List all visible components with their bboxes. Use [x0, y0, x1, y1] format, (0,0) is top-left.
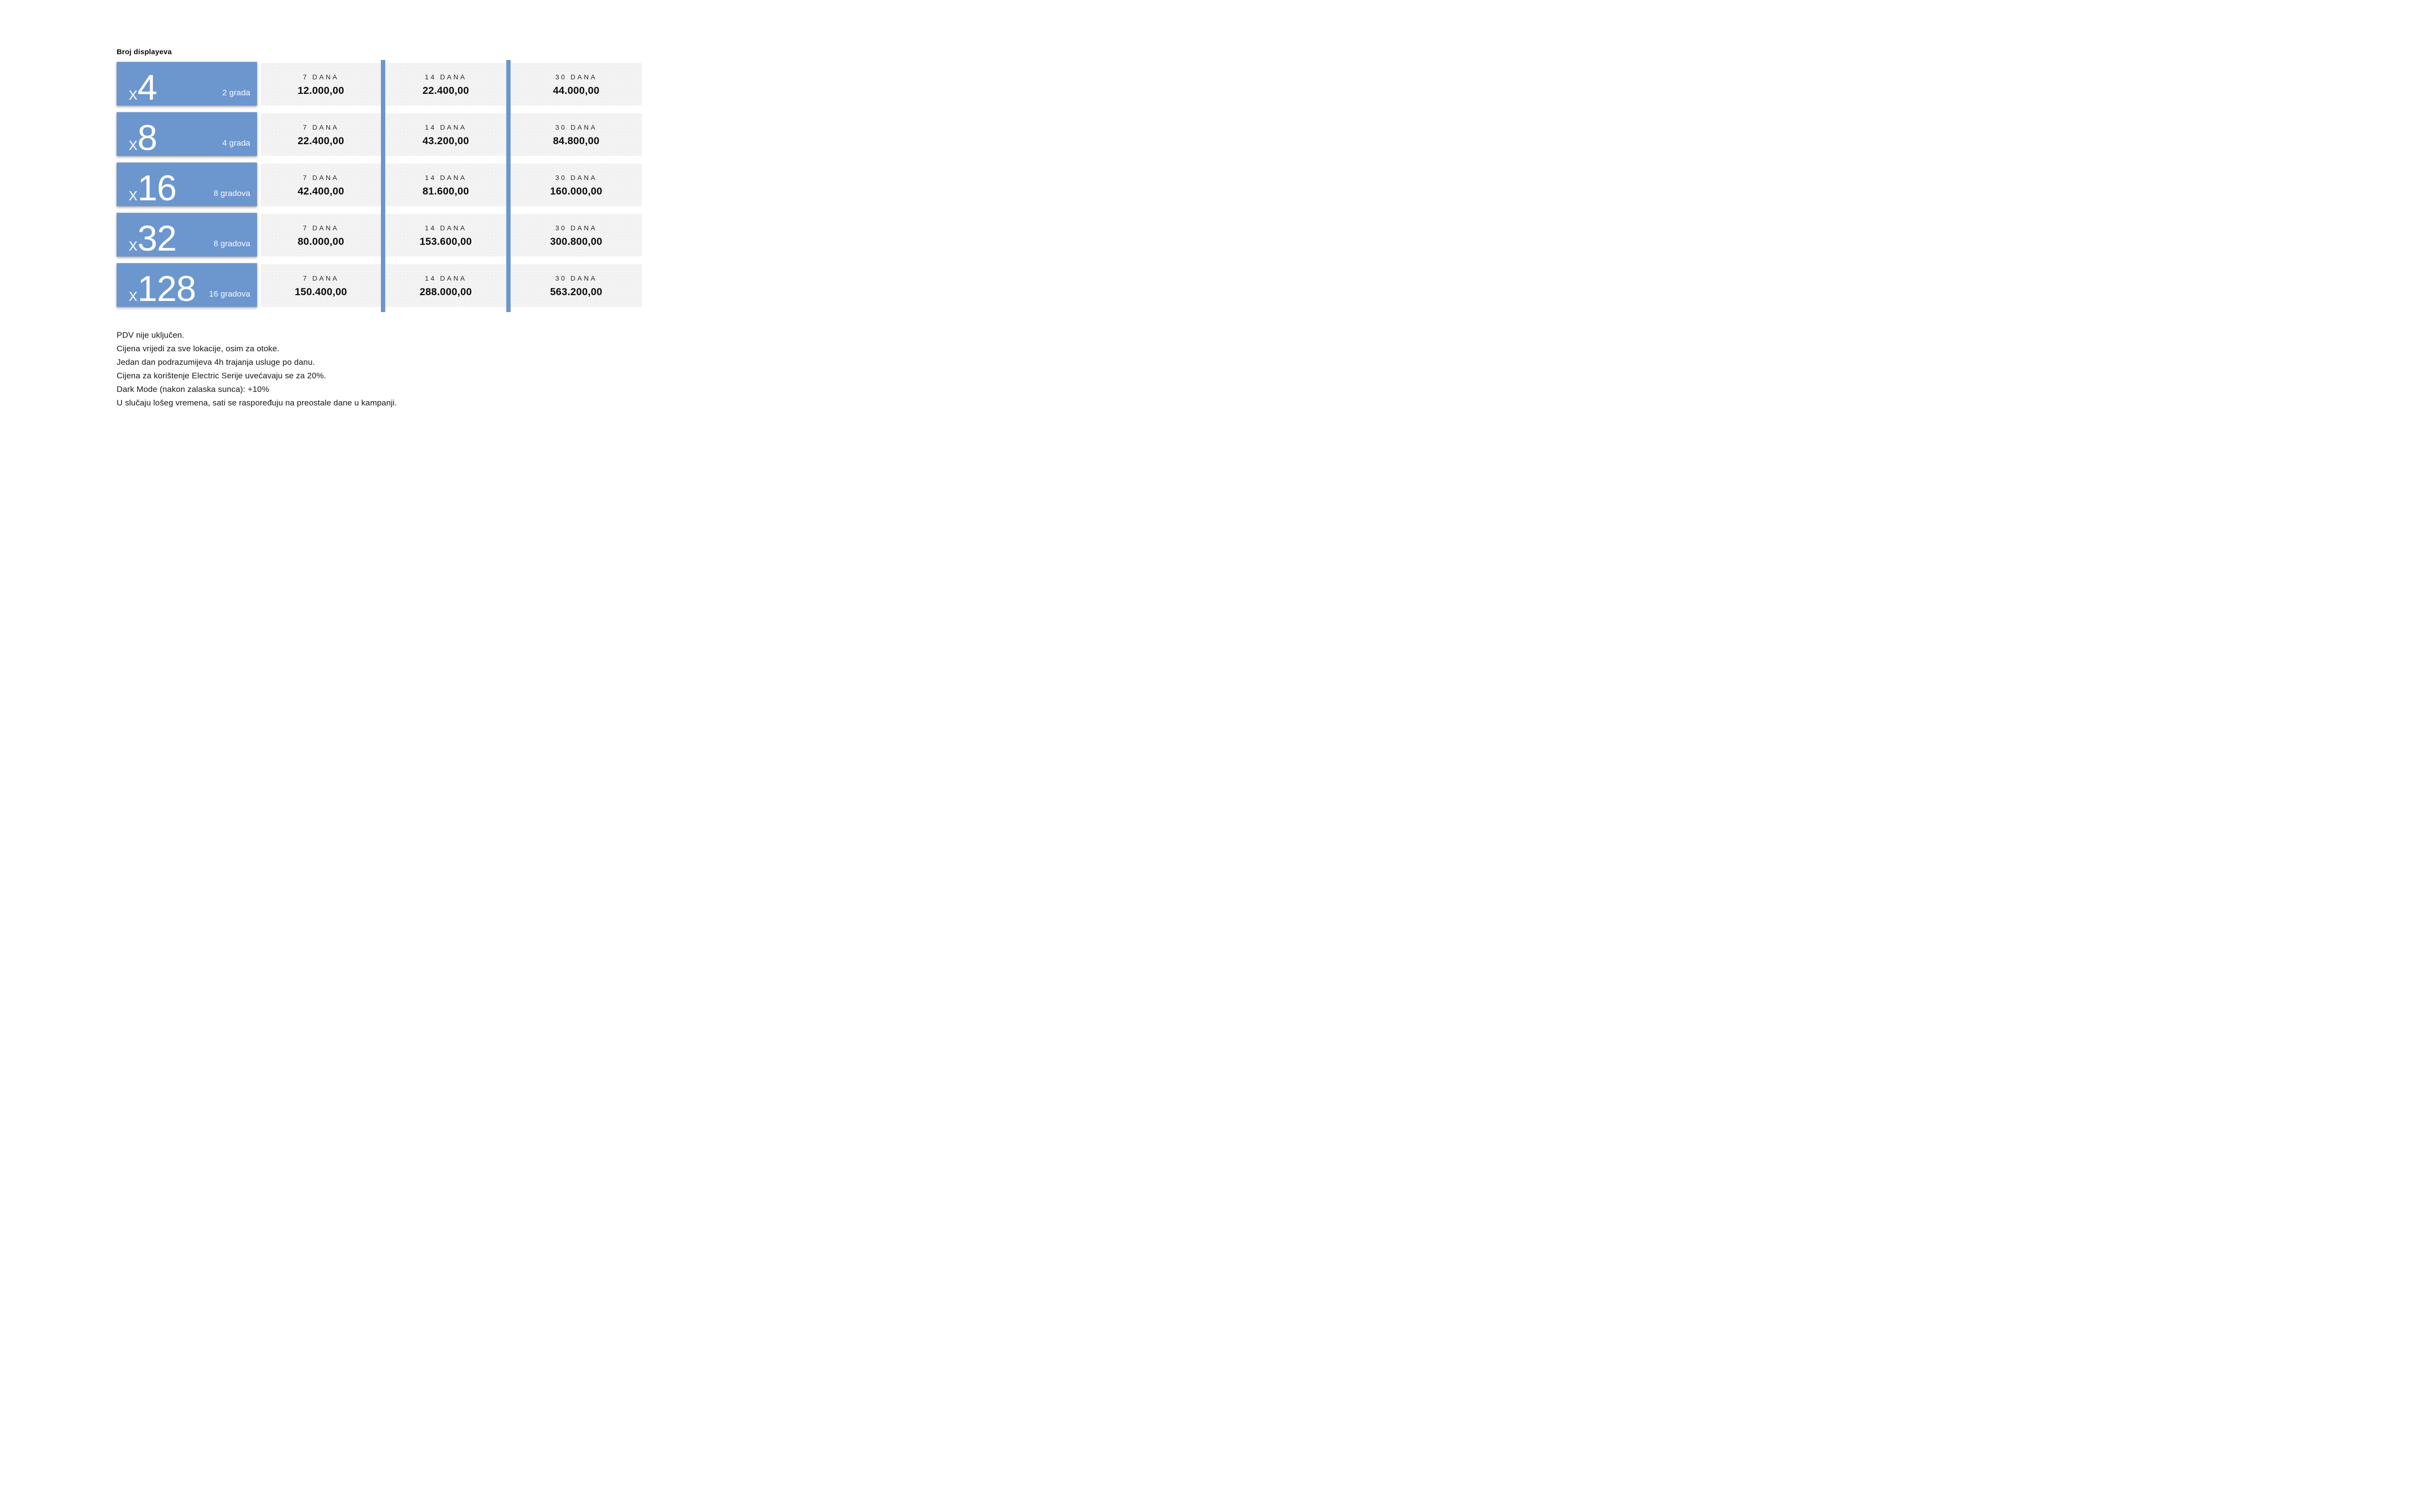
- price-amount: 80.000,00: [297, 236, 345, 247]
- price-cell-30-dana: 30 DANA 300.800,00: [511, 214, 642, 256]
- duration-label: 30 DANA: [555, 123, 597, 131]
- footnote-line: Dark Mode (nakon zalaska sunca): +10%: [117, 385, 270, 394]
- price-amount: 150.400,00: [294, 286, 348, 298]
- footnote-line: Cijena vrijedi za sve lokacije, osim za …: [117, 344, 280, 353]
- footnotes: PDV nije uključen. Cijena vrijedi za sve…: [117, 331, 397, 412]
- price-cell-14-dana: 14 DANA 153.600,00: [385, 214, 506, 256]
- duration-label: 14 DANA: [424, 73, 467, 81]
- price-cell-30-dana: 30 DANA 84.800,00: [511, 113, 642, 156]
- cities-label: 8 gradova: [213, 189, 250, 198]
- price-amount: 160.000,00: [550, 185, 603, 197]
- price-cell-7-dana: 7 DANA 150.400,00: [261, 264, 381, 307]
- display-count-card: x32 8 gradova: [117, 213, 257, 256]
- cities-label: 2 grada: [222, 88, 250, 97]
- duration-label: 30 DANA: [555, 173, 597, 181]
- display-multiplier: x16: [129, 167, 177, 208]
- footnote-line: Jedan dan podrazumijeva 4h trajanja uslu…: [117, 358, 315, 367]
- price-cell-30-dana: 30 DANA 44.000,00: [511, 63, 642, 105]
- price-cell-7-dana: 7 DANA 42.400,00: [261, 164, 381, 206]
- price-cell-7-dana: 7 DANA 80.000,00: [261, 214, 381, 256]
- pricing-page: Broj displayeva x4 2 grada 7 DANA 12.000…: [0, 0, 759, 427]
- multiplier-x: x: [129, 184, 137, 204]
- price-amount: 43.200,00: [422, 135, 469, 147]
- display-count: 4: [137, 67, 157, 107]
- multiplier-x: x: [129, 284, 137, 305]
- duration-label: 14 DANA: [424, 274, 467, 282]
- display-count-card: x8 4 grada: [117, 112, 257, 156]
- pricing-row: x32 8 gradova 7 DANA 80.000,00 14 DANA 1…: [117, 213, 642, 256]
- display-count: 8: [137, 117, 157, 158]
- duration-label: 7 DANA: [302, 73, 339, 81]
- price-amount: 288.000,00: [419, 286, 472, 298]
- duration-label: 7 DANA: [302, 123, 339, 131]
- multiplier-x: x: [129, 83, 137, 104]
- footnote-line: Cijena za korištenje Electric Serije uve…: [117, 371, 326, 380]
- cities-label: 16 gradova: [209, 289, 250, 299]
- price-cell-7-dana: 7 DANA 12.000,00: [261, 63, 381, 105]
- price-cell-14-dana: 14 DANA 43.200,00: [385, 113, 506, 156]
- price-cell-7-dana: 7 DANA 22.400,00: [261, 113, 381, 156]
- price-amount: 42.400,00: [297, 185, 345, 197]
- column-divider-bar: [506, 60, 511, 312]
- price-amount: 153.600,00: [419, 236, 472, 247]
- display-count-card: x4 2 grada: [117, 62, 257, 105]
- footnote-line: PDV nije uključen.: [117, 330, 184, 340]
- price-cell-30-dana: 30 DANA 563.200,00: [511, 264, 642, 307]
- duration-label: 30 DANA: [555, 224, 597, 232]
- duration-label: 7 DANA: [302, 274, 339, 282]
- duration-label: 7 DANA: [302, 224, 339, 232]
- display-count-card: x128 16 gradova: [117, 263, 257, 307]
- price-cell-30-dana: 30 DANA 160.000,00: [511, 164, 642, 206]
- price-amount: 81.600,00: [422, 185, 469, 197]
- display-count: 32: [137, 218, 177, 258]
- pricing-table: x4 2 grada 7 DANA 12.000,00 14 DANA 22.4…: [117, 60, 642, 314]
- display-multiplier: x8: [129, 117, 157, 158]
- price-amount: 563.200,00: [550, 286, 603, 298]
- price-amount: 22.400,00: [422, 85, 469, 96]
- duration-label: 7 DANA: [302, 173, 339, 181]
- price-amount: 44.000,00: [553, 85, 600, 96]
- duration-label: 30 DANA: [555, 274, 597, 282]
- price-amount: 84.800,00: [553, 135, 600, 147]
- duration-label: 14 DANA: [424, 173, 467, 181]
- column-divider-bar: [381, 60, 385, 312]
- pricing-row: x16 8 gradova 7 DANA 42.400,00 14 DANA 8…: [117, 163, 642, 206]
- price-amount: 12.000,00: [297, 85, 345, 96]
- cities-label: 4 grada: [222, 138, 250, 148]
- price-cell-14-dana: 14 DANA 22.400,00: [385, 63, 506, 105]
- display-count: 16: [137, 167, 177, 208]
- price-amount: 300.800,00: [550, 236, 603, 247]
- display-count-card: x16 8 gradova: [117, 163, 257, 206]
- pricing-row: x8 4 grada 7 DANA 22.400,00 14 DANA 43.2…: [117, 112, 642, 156]
- pricing-row: x4 2 grada 7 DANA 12.000,00 14 DANA 22.4…: [117, 62, 642, 105]
- price-cell-14-dana: 14 DANA 288.000,00: [385, 264, 506, 307]
- display-multiplier: x32: [129, 220, 177, 256]
- pricing-row: x128 16 gradova 7 DANA 150.400,00 14 DAN…: [117, 263, 642, 307]
- multiplier-x: x: [129, 234, 137, 254]
- cities-label: 8 gradova: [213, 239, 250, 248]
- duration-label: 14 DANA: [424, 224, 467, 232]
- display-multiplier: x128: [129, 268, 196, 309]
- display-multiplier: x4: [129, 69, 157, 105]
- display-count: 128: [137, 268, 196, 309]
- footnote-line: U slučaju lošeg vremena, sati se raspore…: [117, 398, 397, 407]
- price-cell-14-dana: 14 DANA 81.600,00: [385, 164, 506, 206]
- duration-label: 30 DANA: [555, 73, 597, 81]
- page-title: Broj displayeva: [117, 48, 172, 56]
- duration-label: 14 DANA: [424, 123, 467, 131]
- price-amount: 22.400,00: [297, 135, 345, 147]
- multiplier-x: x: [129, 134, 137, 154]
